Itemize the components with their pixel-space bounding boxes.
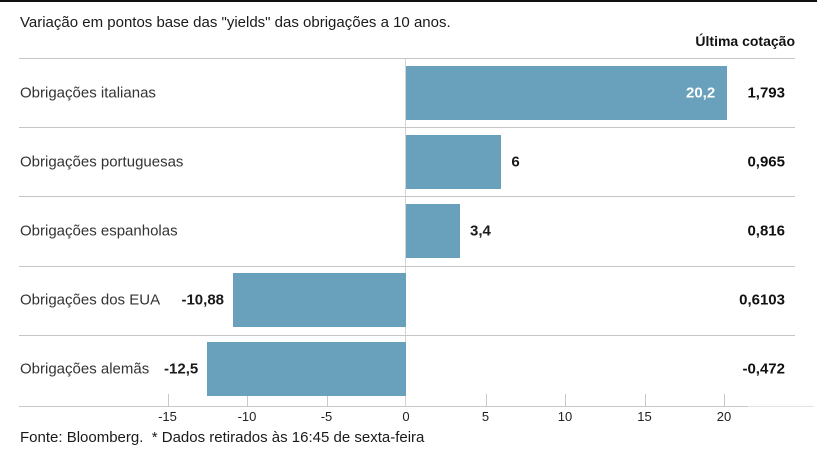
last-quote-value: 1,793 [747, 84, 785, 102]
last-quote-value: 0,816 [747, 222, 785, 240]
row-label: Obrigações espanholas [20, 222, 178, 240]
x-tick [247, 394, 248, 406]
bar-value-label: 6 [511, 153, 520, 171]
zero-gridline [405, 58, 406, 406]
x-axis-line [19, 406, 748, 407]
last-quote-value: -0,472 [742, 360, 785, 378]
row-separator [19, 196, 795, 198]
x-tick-label: -10 [237, 409, 257, 424]
x-tick-label: 15 [637, 409, 652, 424]
row-separator [19, 58, 795, 59]
x-tick-label: 10 [557, 409, 573, 424]
last-quote-value: 0,6103 [739, 291, 785, 309]
x-tick-label: 5 [481, 409, 490, 424]
last-quote-column-header: Última cotação [695, 33, 795, 49]
bar [207, 342, 406, 397]
x-tick [644, 394, 646, 406]
row-separator [19, 265, 795, 267]
bar [406, 203, 461, 258]
row-separator [19, 127, 795, 129]
x-tick-label: -15 [158, 409, 177, 424]
bar-row: Obrigações dos EUA -10,88 0,6103 [0, 265, 817, 335]
row-label: Obrigações portuguesas [20, 153, 184, 171]
bar [406, 65, 728, 120]
x-tick [167, 394, 169, 406]
row-separator [19, 334, 795, 336]
bar-value-label: -10,88 [181, 291, 225, 309]
x-axis-line-extension [748, 406, 814, 407]
bar-row: Obrigações portuguesas 6 0,965 [0, 127, 817, 196]
last-quote-value: 0,965 [747, 153, 785, 171]
x-tick-label: -5 [320, 409, 333, 424]
bar-value-label: 20,2 [685, 84, 716, 102]
bar [406, 134, 502, 189]
x-tick-label: 20 [716, 409, 732, 424]
bar-rows: Obrigações italianas 20,2 1,793 Obrigações … [0, 58, 817, 404]
bar-value-label: -12,5 [164, 360, 199, 378]
source-note: Fonte: Bloomberg. * Dados retirados às 1… [20, 429, 425, 446]
row-label: Obrigações italianas [20, 84, 156, 102]
x-tick [724, 394, 725, 406]
x-tick [485, 394, 487, 406]
chart-title: Variação em pontos base das "yields" das… [20, 14, 451, 31]
bar-row: Obrigações italianas 20,2 1,793 [0, 58, 817, 127]
x-tick-label: 0 [402, 409, 410, 424]
bar [233, 273, 406, 328]
x-tick [326, 394, 328, 406]
x-tick [565, 394, 566, 406]
row-label: Obrigações dos EUA [20, 291, 161, 309]
bar-row: Obrigações espanholas 3,4 0,816 [0, 196, 817, 265]
bar-value-label: 3,4 [470, 222, 491, 240]
bar-row: Obrigações alemãs -12,5 -0,472 [0, 334, 817, 404]
row-label: Obrigações alemãs [20, 360, 150, 378]
